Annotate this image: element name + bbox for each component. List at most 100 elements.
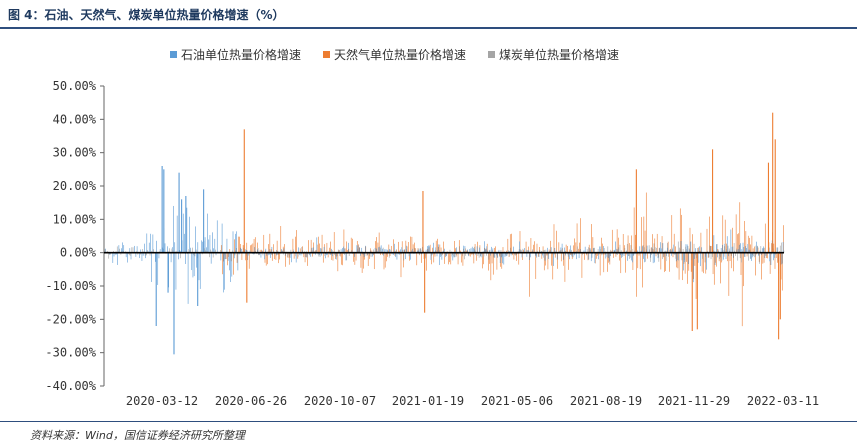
series-bar	[645, 253, 646, 262]
series-bar	[410, 253, 411, 260]
series-bar	[748, 253, 749, 261]
series-bar	[773, 244, 774, 253]
series-bar	[472, 247, 473, 253]
series-bar	[588, 253, 589, 261]
series-spike-bar	[173, 253, 174, 355]
series-bar	[243, 245, 244, 253]
series-bar	[322, 235, 323, 253]
series-bar	[642, 253, 643, 288]
series-bar	[412, 237, 413, 253]
series-bar	[385, 253, 386, 268]
series-bar	[661, 253, 662, 270]
series-bar	[253, 243, 254, 252]
series-bar	[566, 245, 567, 253]
series-bar	[207, 214, 208, 253]
series-bar	[743, 253, 744, 286]
series-bar	[722, 253, 723, 261]
series-bar	[280, 226, 281, 253]
series-bar	[151, 253, 152, 282]
series-bar	[210, 235, 211, 253]
series-bar	[404, 253, 405, 261]
series-bar	[356, 253, 357, 261]
series-bar	[612, 230, 613, 253]
chart-plot: 50.00%40.00%30.00%20.00%10.00%0.00%-10.0…	[0, 0, 857, 420]
series-bar	[348, 243, 349, 253]
series-bar	[440, 245, 441, 253]
series-bar	[643, 245, 644, 253]
series-bar	[353, 253, 354, 262]
series-bar	[311, 240, 312, 253]
series-bar	[342, 253, 343, 266]
series-bar	[484, 241, 485, 252]
series-bar	[165, 243, 166, 252]
series-bar	[157, 253, 158, 285]
series-bar	[134, 246, 135, 253]
series-bar	[291, 253, 292, 263]
series-bar	[608, 246, 609, 252]
series-bar	[343, 247, 344, 253]
series-bar	[529, 253, 530, 260]
series-bar	[644, 253, 645, 263]
series-bar	[692, 234, 693, 252]
series-bar	[717, 244, 718, 253]
series-bar	[693, 253, 694, 282]
series-spike-bar	[162, 166, 163, 253]
series-bar	[617, 229, 618, 252]
series-bar	[627, 244, 628, 253]
series-bar	[719, 253, 720, 259]
series-bar	[579, 253, 580, 258]
series-bar	[225, 253, 226, 259]
series-bar	[580, 218, 581, 252]
y-tick-label: 50.00%	[53, 79, 97, 93]
series-bar	[728, 246, 729, 253]
series-bar	[688, 253, 689, 264]
y-tick-label: 10.00%	[53, 212, 97, 226]
series-bar	[150, 234, 151, 253]
series-bar	[773, 253, 774, 261]
series-bar	[171, 253, 172, 263]
series-spike-bar	[768, 163, 769, 253]
series-spike-bar	[697, 253, 698, 330]
series-bar	[454, 241, 455, 253]
series-bar	[606, 253, 607, 259]
series-spike-bar	[712, 149, 713, 252]
series-bar	[781, 243, 782, 253]
series-bar	[189, 217, 190, 253]
series-bar	[551, 253, 552, 266]
series-bar	[682, 253, 683, 280]
series-bar	[398, 242, 399, 253]
series-bar	[631, 253, 632, 261]
series-bar	[645, 231, 646, 253]
series-bar	[700, 253, 701, 266]
series-bar	[531, 238, 532, 253]
series-bar	[663, 243, 664, 253]
series-spike-bar	[424, 253, 425, 313]
series-bar	[459, 246, 460, 252]
series-bar	[139, 253, 140, 258]
x-tick-label: 2021-05-06	[481, 394, 553, 408]
series-bar	[729, 253, 730, 296]
series-bar	[167, 246, 168, 252]
series-bar	[756, 246, 757, 253]
series-bar	[402, 247, 403, 252]
series-bar	[228, 253, 229, 261]
series-bar	[666, 253, 667, 261]
series-spike-bar	[636, 169, 637, 252]
x-tick-label: 2022-03-11	[747, 394, 819, 408]
series-bar	[195, 226, 196, 252]
series-bar	[552, 253, 553, 280]
series-bar	[374, 253, 375, 269]
series-bar	[149, 243, 150, 253]
series-bar	[569, 253, 570, 260]
series-bar	[629, 243, 630, 253]
series-bar	[734, 243, 735, 253]
series-bar	[425, 253, 426, 259]
source-note: 资料来源：Wind，国信证券经济研究所整理	[30, 427, 245, 443]
series-bar	[553, 253, 554, 266]
series-spike-bar	[246, 253, 247, 303]
series-bar	[631, 245, 632, 253]
series-bar	[408, 242, 409, 253]
series-bar	[750, 253, 751, 259]
series-bar	[761, 246, 762, 253]
series-bar	[694, 244, 695, 253]
